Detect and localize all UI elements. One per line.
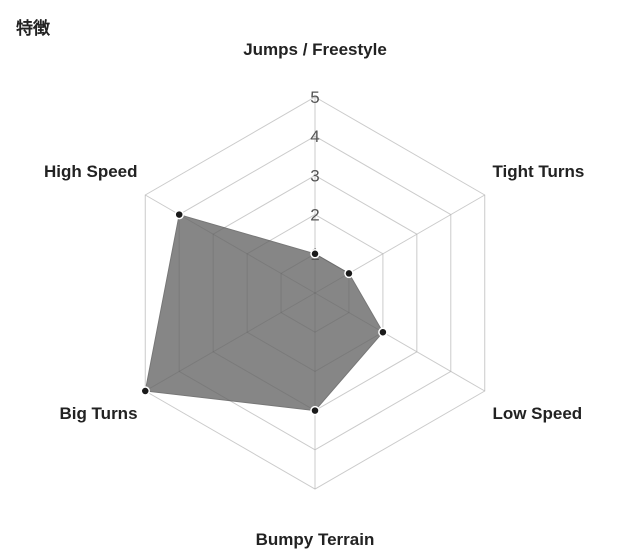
axis-label: Jumps / Freestyle	[243, 40, 387, 59]
axis-label: Tight Turns	[492, 162, 584, 181]
data-point	[310, 249, 320, 259]
axis-label: Big Turns	[59, 404, 137, 423]
tick-label: 2	[310, 206, 319, 225]
grid-ring-overlay	[246, 214, 384, 372]
grid-ring-overlay	[144, 96, 486, 490]
grid-spoke-overlay	[314, 292, 485, 392]
chart-title: 特徴	[16, 19, 50, 38]
data-point	[344, 268, 354, 279]
grid-spoke-overlay	[145, 194, 316, 294]
data-point	[378, 327, 388, 337]
axis-label: Low Speed	[492, 404, 582, 423]
tick-label: 5	[310, 88, 319, 107]
tick-label: 4	[310, 127, 319, 146]
axis-label: High Speed	[44, 162, 138, 181]
data-point	[140, 386, 151, 396]
axis-label: Bumpy Terrain	[256, 530, 375, 549]
data-point	[174, 209, 184, 220]
grid-spoke-overlay	[145, 292, 316, 392]
data-point	[310, 405, 320, 416]
tick-label: 3	[310, 166, 319, 185]
grid-spoke-overlay	[314, 194, 485, 294]
